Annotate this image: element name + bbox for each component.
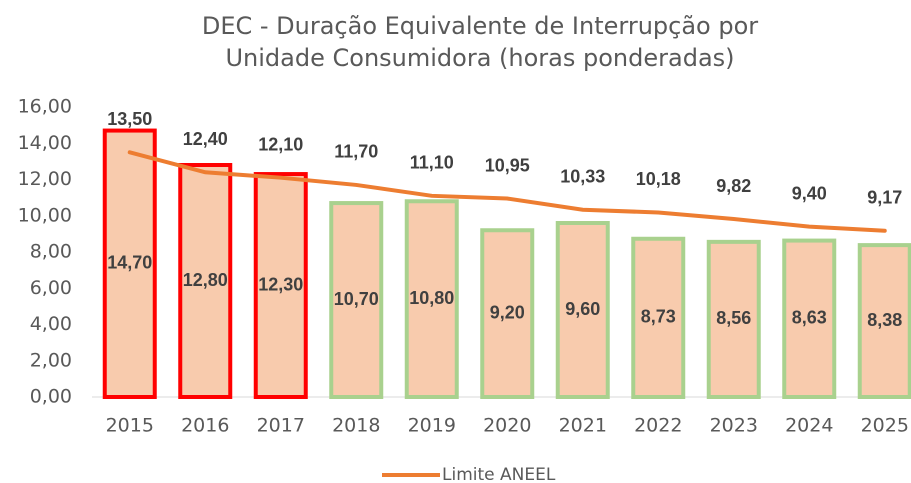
bar xyxy=(631,236,686,399)
y-tick-label: 16,00 xyxy=(18,96,72,118)
bar-value-label: 9,20 xyxy=(490,302,525,322)
bar xyxy=(706,239,761,399)
y-tick-label: 0,00 xyxy=(30,386,72,408)
line-value-label: 12,10 xyxy=(258,134,303,154)
bar xyxy=(555,221,610,399)
bar xyxy=(404,199,459,399)
bar-value-label: 8,63 xyxy=(792,308,827,328)
bar-value-label: 14,70 xyxy=(107,253,152,273)
line-value-label: 10,33 xyxy=(560,167,605,187)
line-value-label: 9,40 xyxy=(792,183,827,203)
bar xyxy=(102,128,157,399)
y-tick-label: 10,00 xyxy=(18,204,72,226)
bar xyxy=(329,201,384,399)
bar-value-label: 12,80 xyxy=(183,270,228,290)
x-tick-label: 2018 xyxy=(332,415,380,437)
x-tick-label: 2024 xyxy=(785,415,833,437)
x-tick-label: 2016 xyxy=(181,415,229,437)
bar-value-label: 10,70 xyxy=(334,289,379,309)
bar-value-label: 8,73 xyxy=(641,307,676,327)
x-tick-label: 2019 xyxy=(408,415,456,437)
bar xyxy=(178,163,233,399)
y-tick-label: 4,00 xyxy=(30,313,72,335)
y-tick-label: 6,00 xyxy=(30,277,72,299)
bar-value-label: 8,38 xyxy=(867,310,902,330)
y-tick-label: 12,00 xyxy=(18,168,72,190)
line-value-label: 9,17 xyxy=(867,188,902,208)
bar-value-label: 8,56 xyxy=(716,308,751,328)
y-tick-label: 2,00 xyxy=(30,349,72,371)
bar xyxy=(857,243,911,399)
line xyxy=(127,150,887,233)
bar-value-label: 12,30 xyxy=(258,274,303,294)
x-tick-label: 2025 xyxy=(861,415,909,437)
y-tick-label: 8,00 xyxy=(30,241,72,263)
y-tick-label: 14,00 xyxy=(18,132,72,154)
line-value-label: 9,82 xyxy=(716,176,751,196)
x-tick-label: 2022 xyxy=(634,415,682,437)
x-tick-label: 2023 xyxy=(710,415,758,437)
x-tick-label: 2021 xyxy=(559,415,607,437)
x-tick-label: 2015 xyxy=(106,415,154,437)
legend-label: Limite ANEEL xyxy=(442,465,556,483)
line-value-label: 11,70 xyxy=(334,142,378,162)
line-value-label: 11,10 xyxy=(410,153,454,173)
chart-title: DEC - Duração Equivalente de Interrupção… xyxy=(201,12,759,72)
bar-value-label: 9,60 xyxy=(565,299,600,319)
line-value-label: 13,50 xyxy=(107,109,152,129)
bar-value-label: 10,80 xyxy=(409,288,454,308)
line-value-label: 10,95 xyxy=(485,155,530,175)
x-tick-label: 2020 xyxy=(483,415,531,437)
x-tick-label: 2017 xyxy=(257,415,305,437)
bar xyxy=(253,172,308,399)
line-value-label: 10,18 xyxy=(636,169,681,189)
bar xyxy=(782,238,837,399)
line-value-label: 12,40 xyxy=(183,129,228,149)
bar xyxy=(480,228,535,399)
